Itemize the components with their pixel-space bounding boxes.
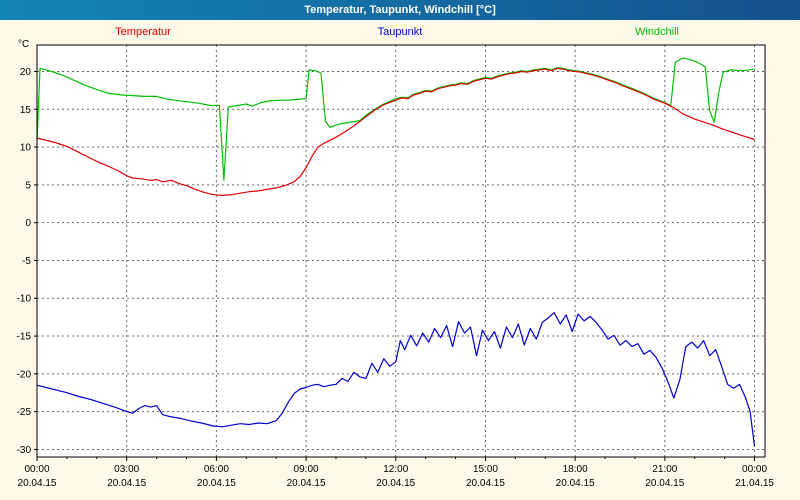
svg-text:00:00: 00:00 [742,464,767,475]
svg-text:-15: -15 [17,332,32,343]
svg-text:20.04.15: 20.04.15 [197,478,236,489]
svg-text:20: 20 [20,67,32,78]
svg-text:15: 15 [20,105,32,116]
svg-text:20.04.15: 20.04.15 [287,478,326,489]
svg-text:20.04.15: 20.04.15 [645,478,684,489]
legend-taupunkt: Taupunkt [377,26,423,38]
svg-text:12:00: 12:00 [383,464,408,475]
chart-title: Temperatur, Taupunkt, Windchill [°C] [304,4,496,16]
svg-text:20.04.15: 20.04.15 [556,478,595,489]
plot-background [37,45,765,457]
svg-text:5: 5 [25,180,31,191]
series-taupunkt [36,312,756,447]
chart-plot: 20 15 10 5 0 -5 -10 -15 -20 -25 -30 00:00 20.04.15 03… [17,44,774,489]
x-axis-labels: 00:00 20.04.15 03:00 20.04.15 06:00 20.04.15 0… [18,457,774,489]
svg-text:-25: -25 [17,407,32,418]
svg-text:06:00: 06:00 [204,464,229,475]
svg-text:00:00: 00:00 [24,464,49,475]
plot-border [36,44,766,458]
svg-text:03:00: 03:00 [114,464,139,475]
svg-text:18:00: 18:00 [563,464,588,475]
svg-text:21.04.15: 21.04.15 [735,478,774,489]
y-axis-labels: 20 15 10 5 0 -5 -10 -15 -20 -25 -30 [17,67,37,456]
legend-temperatur: Temperatur [115,26,171,38]
legend-windchill: Windchill [634,26,680,38]
svg-text:20.04.15: 20.04.15 [466,478,505,489]
svg-text:15:00: 15:00 [473,464,498,475]
svg-text:0: 0 [25,218,31,229]
svg-text:20.04.15: 20.04.15 [376,478,415,489]
svg-text:-5: -5 [22,256,31,267]
svg-text:21:00: 21:00 [652,464,677,475]
svg-text:20.04.15: 20.04.15 [18,478,57,489]
svg-text:-30: -30 [17,445,32,456]
gridlines [37,45,765,457]
chart-title-bar: Temperatur, Taupunkt, Windchill [°C] [0,0,800,20]
y-axis-unit-label: °C [18,39,30,50]
series-temperatur [36,67,755,196]
svg-text:09:00: 09:00 [294,464,319,475]
svg-text:10: 10 [20,143,32,154]
series-windchill [36,57,755,181]
svg-text:20.04.15: 20.04.15 [107,478,146,489]
svg-text:-10: -10 [17,294,32,305]
svg-text:-20: -20 [17,369,32,380]
